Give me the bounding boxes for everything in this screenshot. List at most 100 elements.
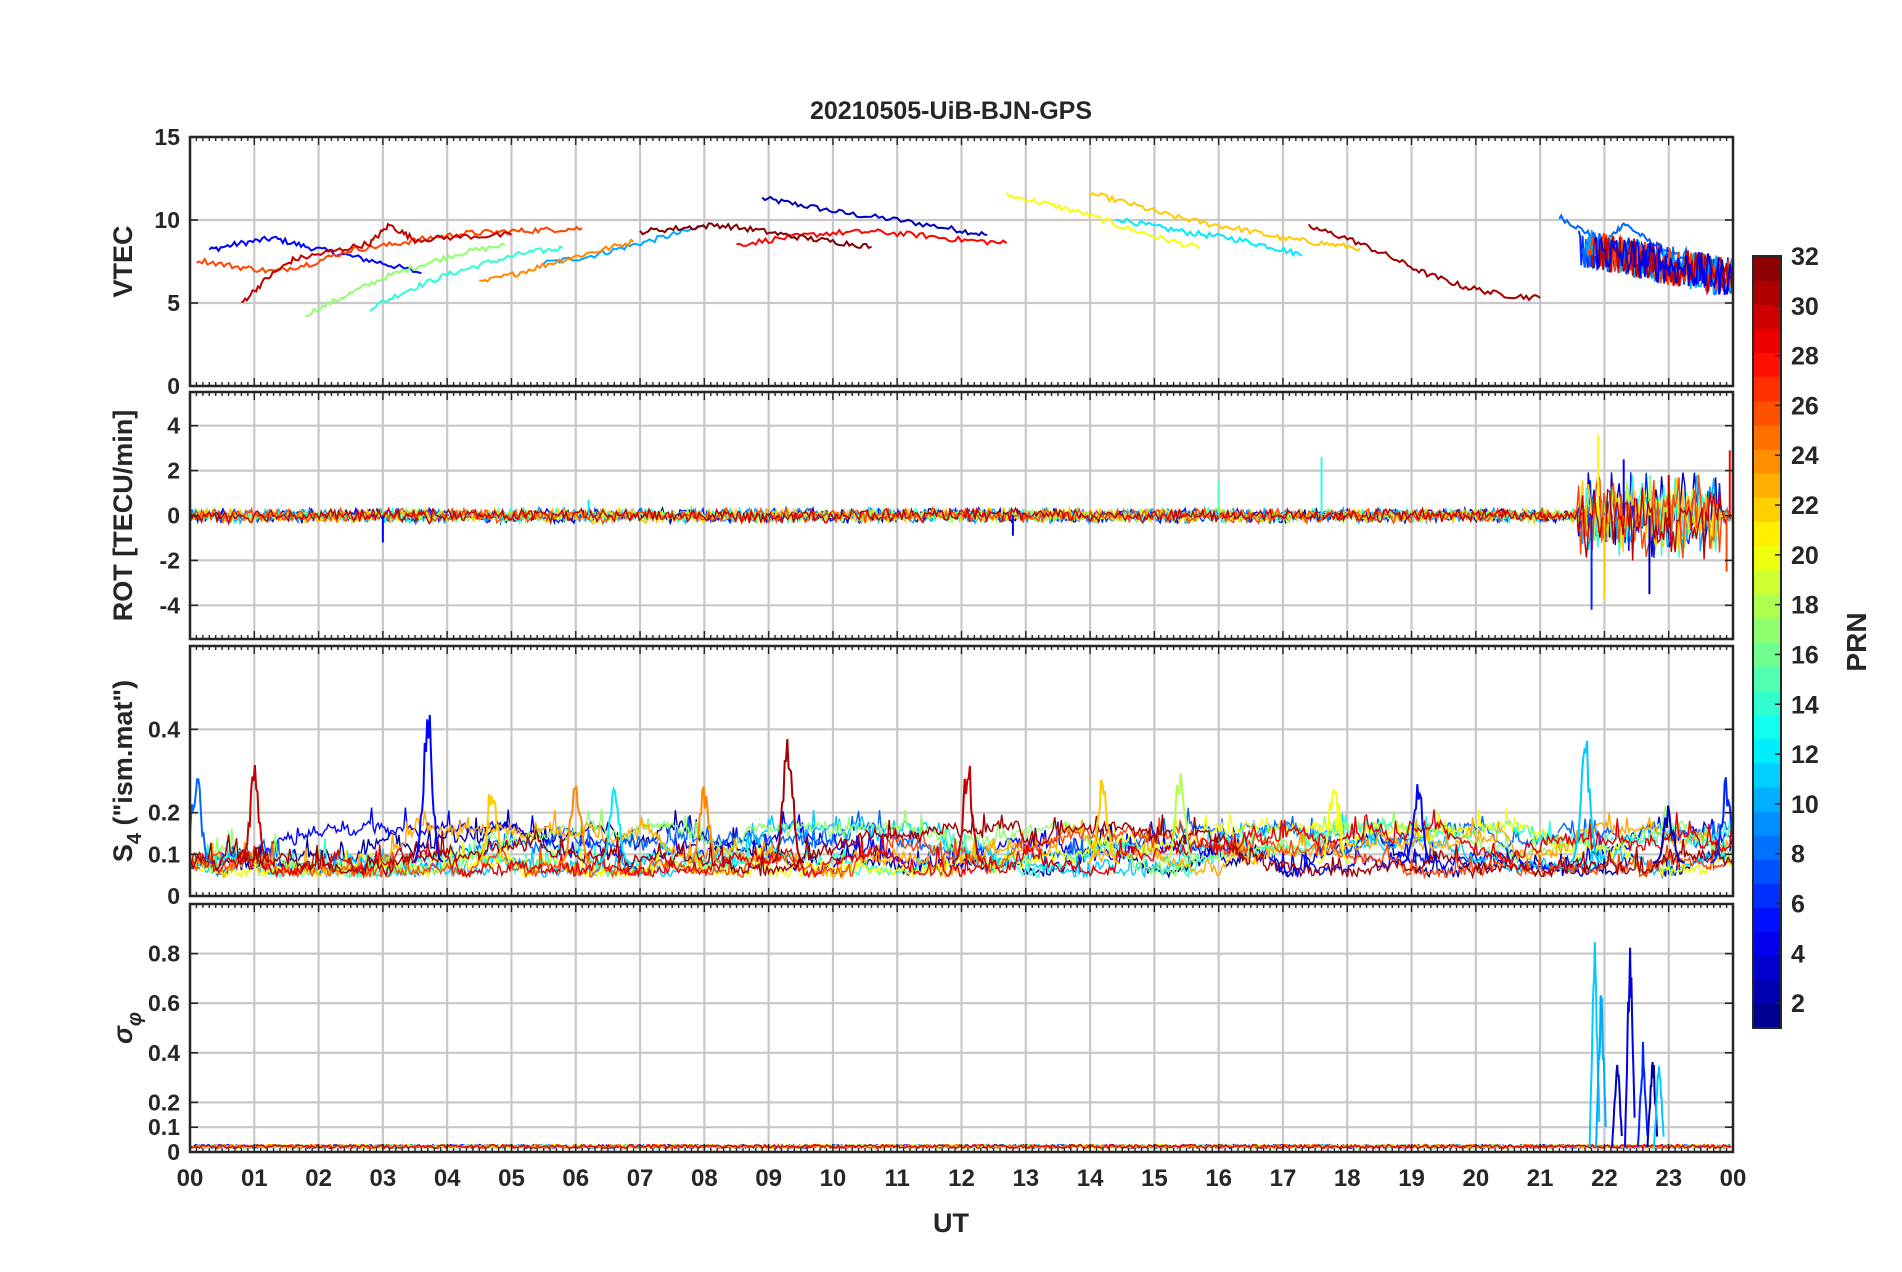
colorbar-tick-label: 32: [1791, 243, 1819, 271]
y-tick-label: 0.1: [148, 1114, 180, 1140]
s4-series-prn-5: [190, 807, 1733, 878]
vtec-series-prn-5: [208, 235, 422, 275]
colorbar-band: [1753, 883, 1781, 908]
colorbar-tick-label: 2: [1791, 990, 1805, 1018]
y-axis-label-sigma_phi: σφ: [108, 1012, 146, 1044]
colorbar-band: [1753, 593, 1781, 619]
ticks: [189, 392, 1734, 639]
y-tick-label: 0: [167, 883, 180, 909]
sigma-spike: [1588, 942, 1601, 1148]
colorbar-tick-label: 26: [1791, 392, 1819, 420]
panel-sigma_phi: 00.10.2 0.4 0.6 0.8 σφ 00 01 02 03 04 05 06 07 08 09 10…: [108, 902, 1747, 1192]
colorbar-band: [1753, 1003, 1781, 1029]
colorbar-band: [1753, 931, 1781, 957]
x-tick-label: 11: [885, 1165, 910, 1192]
colorbar-band: [1753, 955, 1781, 981]
ylabel-part: S: [108, 844, 138, 862]
x-tick-label: 15: [1141, 1165, 1168, 1192]
x-tick-label: 08: [691, 1165, 718, 1192]
x-tick-label: 21: [1527, 1165, 1554, 1192]
ticks: [189, 136, 1734, 387]
x-tick-label: 19: [1398, 1165, 1425, 1192]
colorbar-tick-label: 24: [1791, 442, 1819, 470]
x-tick-label: 01: [241, 1165, 268, 1192]
ticks: [189, 904, 1734, 1153]
y-axis-label-rot: ROT [TECU/min]: [108, 410, 138, 621]
vtec-series-prn-31: [1307, 223, 1541, 302]
panel-s4: 0 0.1 0.2 0.4 S4 ("ism.mat"): [108, 644, 1735, 909]
series-group: [196, 191, 1733, 317]
vtec-series-prn-32: [639, 222, 872, 250]
y-tick-label: 0.4: [148, 716, 180, 742]
y-tick-label: 0: [167, 503, 180, 529]
colorbar-band: [1753, 835, 1781, 860]
x-tick-label: 07: [627, 1165, 654, 1192]
y-tick-label: 0.1: [148, 841, 180, 867]
colorbar-frame: [1752, 255, 1782, 1029]
colorbar-band: [1753, 859, 1781, 884]
colorbar-band: [1753, 328, 1781, 354]
series-group: [190, 434, 1732, 610]
ylabel-part: 4: [124, 832, 146, 844]
sigma-spike: [1624, 947, 1636, 1148]
rot-series-prn-30: [190, 487, 1732, 561]
colorbar-band: [1753, 473, 1781, 498]
colorbar-band: [1753, 545, 1781, 571]
s4-spike: [1318, 786, 1351, 864]
x-axis-label: UT: [933, 1208, 969, 1238]
x-tick-label: 04: [434, 1165, 461, 1192]
colorbar-band: [1753, 569, 1781, 595]
ylabel-part: σ: [108, 1025, 138, 1044]
colorbar-band: [1753, 352, 1781, 378]
y-tick-label: 5: [167, 290, 180, 316]
vtec-series-prn-22: [1089, 191, 1361, 252]
y-tick-label: -4: [160, 592, 181, 618]
x-tick-label: 09: [755, 1165, 782, 1192]
s4-spike: [1710, 777, 1733, 864]
x-tick-label: 05: [498, 1165, 525, 1192]
colorbar-band: [1753, 810, 1781, 836]
x-tick-label: 10: [820, 1165, 847, 1192]
s4-series-prn-29: [190, 809, 1733, 879]
ylabel-part: ("ism.mat"): [108, 680, 138, 833]
vtec-series-prn-24: [479, 238, 635, 283]
colorbar-band: [1753, 304, 1781, 329]
x-tick-label: 20: [1462, 1165, 1489, 1192]
colorbar-band: [1753, 424, 1781, 450]
vtec-series-prn-3: [761, 195, 988, 237]
x-tick-label: 06: [562, 1165, 589, 1192]
y-tick-label: -2: [160, 547, 180, 573]
x-tick-label: 22: [1591, 1165, 1618, 1192]
colorbar-band: [1753, 376, 1781, 402]
colorbar-tick-label: 4: [1791, 940, 1805, 968]
s4-spike: [411, 714, 444, 864]
colorbar-band: [1753, 617, 1781, 643]
s4-spike: [190, 777, 212, 864]
x-tick-label: 00: [1720, 1165, 1747, 1192]
y-tick-label: 2: [167, 458, 180, 484]
y-tick-label: 0.2: [148, 800, 180, 826]
x-tick-label: 13: [1012, 1165, 1039, 1192]
x-tick-label: 00: [177, 1165, 204, 1192]
colorbar-band: [1753, 786, 1781, 812]
colorbar-tick-label: 14: [1791, 691, 1819, 719]
colorbar-band: [1753, 280, 1781, 305]
colorbar-tick-label: 22: [1791, 492, 1819, 520]
colorbar-tick-label: 6: [1791, 890, 1805, 918]
s4-spike: [688, 786, 721, 864]
x-tick-label: 02: [305, 1165, 332, 1192]
colorbar-tick-label: 18: [1791, 592, 1819, 620]
s4-spike: [1652, 805, 1685, 864]
colorbar-band: [1753, 449, 1781, 474]
y-tick-label: 0: [167, 373, 180, 399]
rot-series-prn-22: [190, 477, 1732, 553]
x-tick-label: 17: [1270, 1165, 1297, 1192]
colorbar-tick-label: 30: [1791, 293, 1819, 321]
colorbar-tick-label: 16: [1791, 641, 1819, 669]
s4-spike: [1401, 784, 1435, 864]
colorbar-band: [1753, 666, 1781, 691]
colorbar-label: PRN: [1841, 612, 1872, 671]
sigma-spike: [1595, 995, 1607, 1148]
y-axis-label-vtec: VTEC: [108, 225, 138, 297]
